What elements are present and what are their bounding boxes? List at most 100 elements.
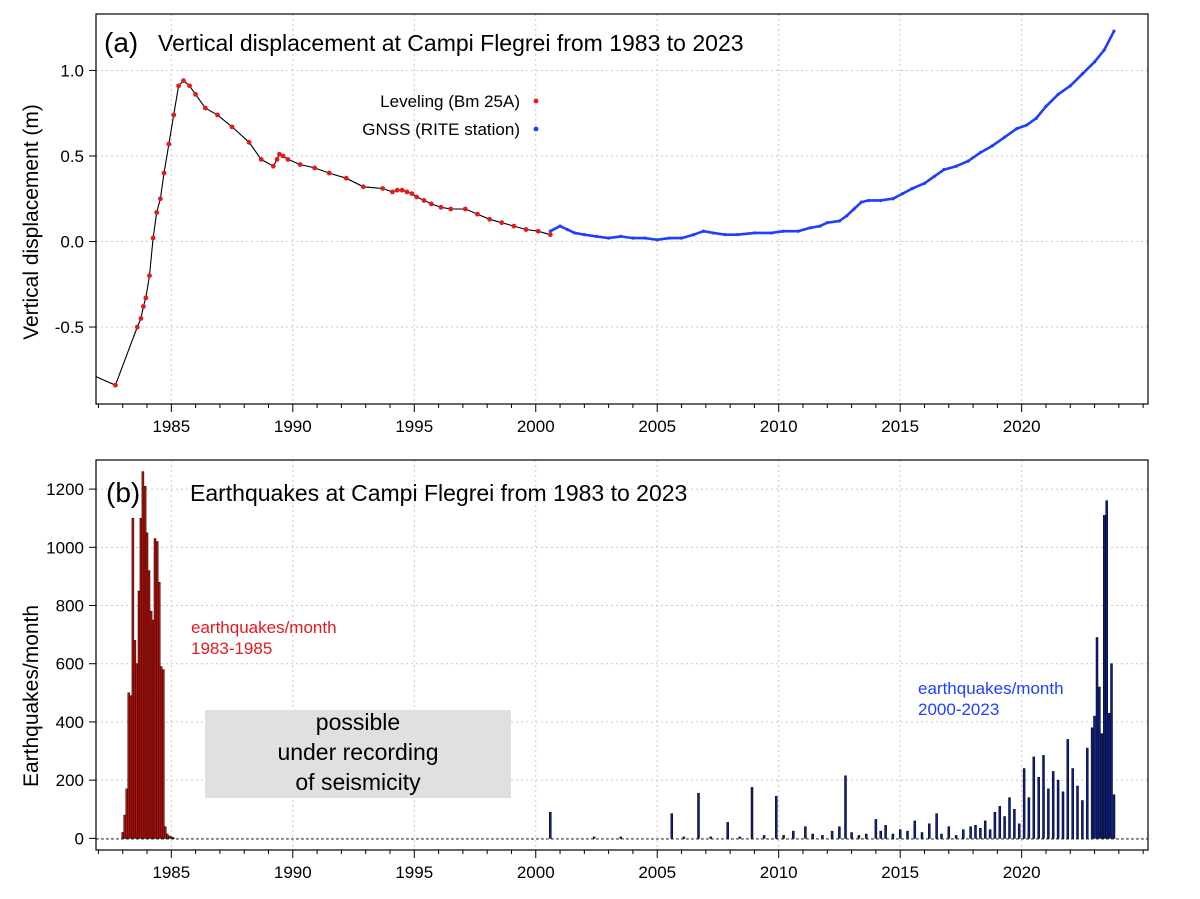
panel-a-ticks xyxy=(89,69,1144,412)
leveling-point xyxy=(285,156,291,162)
gnss-point xyxy=(954,164,958,168)
earthquake-bar-2000-2023 xyxy=(954,835,958,839)
leveling-point xyxy=(326,170,332,176)
panel-b-grid xyxy=(96,460,1148,850)
gnss-point xyxy=(723,233,727,237)
panel-b-x-tick-label: 2000 xyxy=(517,863,555,882)
earthquake-bar-2000-2023 xyxy=(1017,823,1021,839)
gnss-point xyxy=(752,231,757,235)
leveling-point xyxy=(246,139,252,145)
earthquake-bar-2000-2023 xyxy=(1100,733,1104,839)
leveling-point xyxy=(448,206,454,212)
gnss-point xyxy=(845,214,849,218)
earthquake-bar-2000-2023 xyxy=(726,822,729,839)
leveling-point xyxy=(438,204,444,210)
leveling-point xyxy=(193,91,199,97)
panel-a-marks xyxy=(95,29,1116,388)
earthquake-bar-2000-2023 xyxy=(1076,785,1079,839)
panel-b-y-axis-label: Earthquakes/month xyxy=(20,605,43,787)
gnss-point xyxy=(859,200,863,204)
panel-a: 1985 1990 1995 2000 2005 2010 2015 2020 -0.5 0.0 0… xyxy=(20,13,1149,436)
blue-series-label-line2: 2000-2023 xyxy=(918,700,999,719)
gnss-point xyxy=(619,234,623,238)
panel-a-x-tick-label: 1995 xyxy=(395,417,433,436)
gnss-point xyxy=(582,233,586,237)
gnss-point xyxy=(701,229,705,233)
leveling-point xyxy=(181,78,186,84)
earthquake-bar-2000-2023 xyxy=(830,830,834,839)
earthquake-bar-2000-2023 xyxy=(1098,686,1101,839)
leveling-point xyxy=(171,112,177,118)
earthquake-bar-2000-2023 xyxy=(804,826,807,839)
earthquake-bar-2000-2023 xyxy=(1022,768,1026,839)
earthquake-bar-2000-2023 xyxy=(1008,797,1011,839)
earthquake-bar-2000-2023 xyxy=(709,836,712,839)
panel-a-legend: Leveling (Bm 25A) GNSS (RITE station) xyxy=(362,92,539,139)
under-recording-box-background xyxy=(205,710,511,798)
gnss-point xyxy=(781,229,786,233)
leveling-point xyxy=(394,187,400,193)
gnss-point xyxy=(879,198,883,203)
earthquake-bar-1983-1985 xyxy=(145,532,149,839)
gnss-point xyxy=(1056,92,1060,96)
earthquake-bar-2000-2023 xyxy=(913,820,917,839)
leveling-point xyxy=(176,83,182,89)
panel-b: 1985 1990 1995 2000 2005 2010 2015 2020 0 200 400 6… xyxy=(20,459,1149,882)
leveling-point xyxy=(511,223,517,229)
legend-gnss-label: GNSS (RITE station) xyxy=(362,120,520,139)
gnss-point xyxy=(1034,116,1038,120)
gnss-point xyxy=(867,198,871,203)
earthquake-bar-2000-2023 xyxy=(1027,797,1031,839)
leveling-point xyxy=(404,189,410,195)
leveling-point xyxy=(390,189,395,195)
earthquake-bar-2000-2023 xyxy=(682,836,686,839)
leveling-point xyxy=(297,162,303,167)
earthquake-bar-2000-2023 xyxy=(670,813,674,839)
earthquake-bar-2000-2023 xyxy=(1110,663,1113,839)
panel-b-title: Earthquakes at Campi Flegrei from 1983 t… xyxy=(190,480,687,506)
leveling-point xyxy=(270,163,276,169)
panel-b-y-tick-label: 200 xyxy=(56,771,84,790)
leveling-point xyxy=(157,196,163,202)
earthquake-bar-1983-1985 xyxy=(125,788,129,839)
leveling-point xyxy=(343,175,349,181)
earthquake-bar-2000-2023 xyxy=(1103,515,1106,839)
earthquake-bar-2000-2023 xyxy=(962,829,965,839)
panel-b-marks xyxy=(121,471,1116,839)
gnss-point xyxy=(1024,123,1029,127)
gnss-point xyxy=(679,236,684,240)
earthquake-bar-2000-2023 xyxy=(898,829,902,839)
gnss-point xyxy=(1003,135,1007,139)
panel-b-x-tick-label: 2005 xyxy=(638,863,676,882)
earthquake-bar-2000-2023 xyxy=(1056,779,1060,839)
gnss-point xyxy=(1068,84,1072,88)
leveling-point xyxy=(140,304,146,309)
earthquake-bar-2000-2023 xyxy=(1105,500,1108,839)
panel-b-y-tick-label: 800 xyxy=(56,597,84,616)
earthquake-bar-2000-2023 xyxy=(1095,637,1099,839)
gnss-point xyxy=(711,231,715,235)
leveling-point xyxy=(535,228,541,234)
leveling-point xyxy=(274,156,280,162)
earthquake-bar-2000-2023 xyxy=(857,835,861,839)
panel-a-title: Vertical displacement at Campi Flegrei f… xyxy=(158,30,744,56)
leveling-point xyxy=(187,83,192,89)
panel-a-y-tick-label: 0.5 xyxy=(60,147,84,166)
earthquake-bar-2000-2023 xyxy=(1112,794,1116,839)
earthquake-bar-2000-2023 xyxy=(844,775,847,839)
earthquake-bar-2000-2023 xyxy=(1013,809,1016,839)
earthquake-bar-2000-2023 xyxy=(1051,771,1055,839)
panel-a-y-tick-label: 0.0 xyxy=(60,233,84,252)
leveling-point xyxy=(280,153,286,159)
under-recording-box-line3: of seismicity xyxy=(295,769,421,795)
earthquake-bar-2000-2023 xyxy=(775,795,778,839)
earthquake-bar-2000-2023 xyxy=(940,833,943,839)
panel-b-tick-labels: 1985 1990 1995 2000 2005 2010 2015 2020 0 200 400 6… xyxy=(46,480,1040,882)
gnss-point xyxy=(631,236,635,240)
gnss-point xyxy=(1015,127,1019,131)
under-recording-box-line1: possible xyxy=(316,709,400,735)
gnss-point xyxy=(643,236,647,240)
leveling-point xyxy=(154,210,160,215)
earthquake-bar-2000-2023 xyxy=(1032,756,1036,839)
